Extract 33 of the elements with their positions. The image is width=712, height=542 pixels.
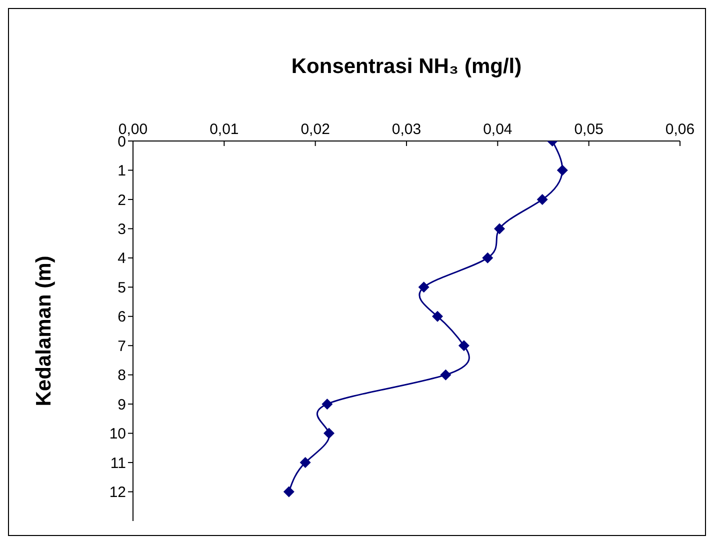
x-tick-label: 0,02: [300, 121, 330, 138]
x-tick-label: 0,01: [210, 121, 239, 138]
y-tick-label: 3: [118, 221, 126, 238]
y-tick-label: 6: [118, 308, 126, 326]
point: [322, 398, 333, 410]
x-tick-label: 0,05: [574, 121, 604, 138]
chart-title: Konsentrasi NH₃ (mg/l): [290, 55, 523, 79]
x-tick-label: 0,06: [665, 121, 695, 138]
y-tick-label: 9: [118, 396, 126, 414]
point: [324, 428, 335, 439]
y-tick-label: 11: [110, 454, 126, 472]
y-tick-label: 1: [118, 162, 126, 180]
point: [494, 223, 505, 234]
point: [482, 252, 494, 264]
point: [536, 194, 548, 205]
y-tick-label: 10: [109, 426, 126, 443]
point: [458, 340, 470, 352]
x-tick-label: 0,03: [392, 121, 422, 138]
point: [418, 282, 430, 293]
point: [432, 310, 443, 322]
y-tick-label: 8: [118, 367, 126, 384]
y-tick-label: 7: [118, 338, 126, 355]
x-tick-label: 0,04: [483, 121, 512, 138]
point: [300, 457, 311, 468]
point: [556, 164, 568, 176]
point: [283, 486, 294, 498]
y-tick-label: 5: [118, 279, 126, 296]
point: [440, 369, 452, 380]
y-tick-label: 12: [109, 484, 126, 502]
y-tick-label: 2: [118, 192, 126, 209]
y-axis-title: Kedalaman (m): [32, 256, 56, 406]
y-tick-label: 0: [118, 133, 126, 150]
y-tick-label: 4: [118, 250, 126, 268]
